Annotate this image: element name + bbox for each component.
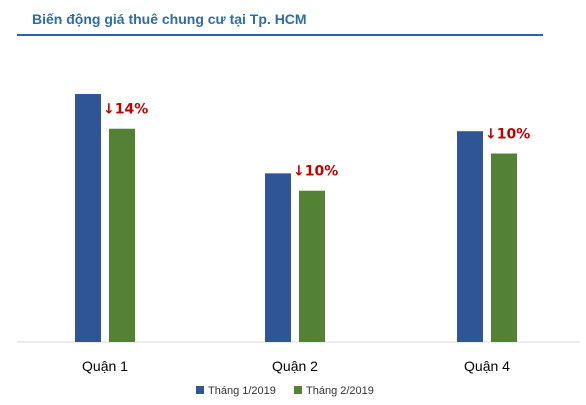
bar-quận-1-series-2	[109, 128, 135, 342]
x-tick-label: Quận 2	[272, 358, 318, 374]
change-annotation: ↓14%	[103, 102, 148, 118]
title-underline	[17, 34, 543, 36]
bar-quận-4-series-1	[457, 131, 483, 342]
change-annotation: ↓10%	[293, 164, 338, 180]
bar-quận-1-series-1	[75, 94, 101, 342]
legend-label-1: Tháng 1/2019	[208, 385, 276, 397]
x-tick-label: Quận 1	[82, 358, 128, 374]
x-tick-label: Quận 4	[464, 358, 510, 374]
chart-title: Biến động giá thuê chung cư tại Tp. HCM	[32, 11, 307, 27]
legend-swatch-1	[196, 386, 204, 394]
bar-quận-2-series-2	[299, 190, 325, 342]
legend-label-2: Tháng 2/2019	[306, 385, 374, 397]
legend-swatch-2	[294, 386, 302, 394]
bar-quận-4-series-2	[491, 153, 517, 342]
change-annotation: ↓10%	[485, 127, 530, 143]
bar-quận-2-series-1	[265, 173, 291, 342]
